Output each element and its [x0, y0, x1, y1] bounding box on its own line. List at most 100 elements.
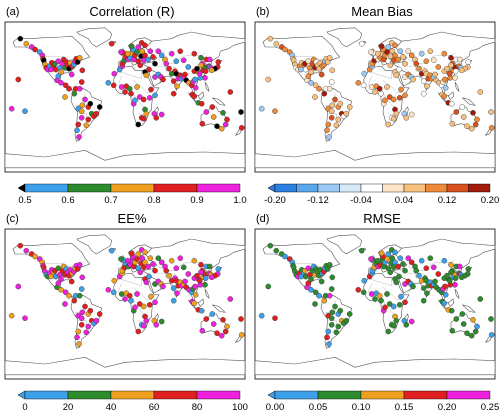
colorbar-swatch [196, 183, 241, 193]
station-dot [420, 297, 427, 304]
station-dot [163, 267, 170, 274]
station-dot [174, 290, 180, 296]
station-dot [393, 72, 400, 79]
station-dots [8, 35, 245, 140]
station-dot [192, 283, 198, 290]
station-dot [105, 80, 112, 86]
country-border [382, 287, 402, 300]
station-dot [198, 62, 204, 69]
station-dot [312, 289, 319, 296]
landmass-antarctica [4, 356, 246, 376]
station-dot [408, 111, 415, 118]
station-dot [76, 341, 82, 347]
station-dot [258, 105, 265, 112]
station-dot [177, 255, 184, 262]
station-dot [459, 104, 466, 110]
station-dot [118, 84, 125, 90]
station-dot [74, 127, 80, 134]
station-dot [227, 296, 234, 302]
station-dot [208, 67, 215, 74]
station-dot [155, 48, 162, 55]
station-dot [448, 62, 454, 69]
station-dot [108, 40, 115, 47]
station-dot [410, 76, 416, 83]
station-dot [384, 291, 390, 297]
station-dot [140, 264, 147, 271]
station-dot [328, 322, 335, 328]
station-dot [441, 257, 448, 264]
country-border [119, 70, 142, 79]
station-dot [146, 273, 152, 280]
station-dot [15, 76, 22, 83]
station-dot [390, 303, 397, 310]
landmass-indonesia-borneo [197, 91, 205, 100]
station-dot [465, 59, 472, 65]
station-dot [74, 334, 80, 341]
station-dot [459, 311, 466, 317]
colorbar-tick-label: 0.8 [147, 195, 160, 206]
station-dot [140, 322, 147, 329]
station-dot [182, 71, 188, 78]
station-dot [272, 108, 278, 114]
station-dot [328, 108, 335, 114]
station-dot [360, 82, 367, 89]
station-dot [308, 276, 314, 282]
colorbar-tick-label: 0.12 [438, 195, 457, 206]
station-dot [147, 48, 154, 55]
landmass-philippines [454, 81, 460, 93]
station-dot [118, 49, 124, 55]
station-dot [209, 311, 216, 317]
colorbar-tick-label: 0.04 [395, 195, 414, 206]
station-dot [134, 291, 140, 297]
station-dot [215, 266, 222, 272]
station-dot [142, 249, 148, 256]
station-dot [110, 289, 117, 296]
station-dot [143, 72, 150, 79]
colorbar-swatch [153, 390, 198, 400]
station-dot [326, 292, 333, 299]
station-dot [346, 104, 353, 110]
station-dot [145, 263, 152, 270]
station-dot [382, 97, 388, 104]
station-dot [170, 78, 177, 84]
station-dot [488, 109, 494, 115]
station-dot [372, 296, 378, 302]
station-dot [430, 264, 437, 271]
station-dot [227, 89, 234, 95]
colorbar-tick-label: 1.0 [233, 195, 246, 206]
world-map [254, 228, 496, 380]
station-dot [110, 82, 117, 89]
station-dot [442, 292, 449, 298]
station-dot [111, 277, 118, 284]
station-dot [456, 263, 463, 270]
station-dot [335, 116, 342, 123]
landmass-antarctica [254, 356, 496, 376]
station-dots [258, 35, 495, 140]
station-dot [448, 269, 454, 276]
station-dot [408, 52, 415, 59]
station-dot [75, 328, 82, 335]
colorbar-under-arrow [267, 183, 276, 193]
colorbar-tick-label: -0.20 [264, 195, 286, 206]
station-dot [66, 85, 72, 92]
station-dot [66, 292, 72, 299]
station-dot [396, 273, 402, 280]
station-dot [355, 80, 362, 86]
station-dot [416, 272, 422, 279]
colorbar-swatch [67, 183, 112, 193]
station-dot [413, 60, 420, 67]
world-map [4, 21, 246, 173]
colorbar-tick-label: 0.20 [438, 402, 457, 413]
station-dot [387, 62, 394, 69]
station-dot [468, 125, 475, 132]
station-dot [360, 289, 367, 296]
station-dot [337, 100, 344, 107]
station-dot [435, 64, 442, 70]
station-dot [202, 68, 209, 74]
station-dot [464, 123, 470, 129]
station-dot [368, 49, 374, 55]
station-dot [265, 283, 272, 290]
colorbar-swatch [425, 183, 448, 193]
station-dot [192, 76, 198, 83]
colorbar-tick-label: 0.5 [18, 195, 31, 206]
